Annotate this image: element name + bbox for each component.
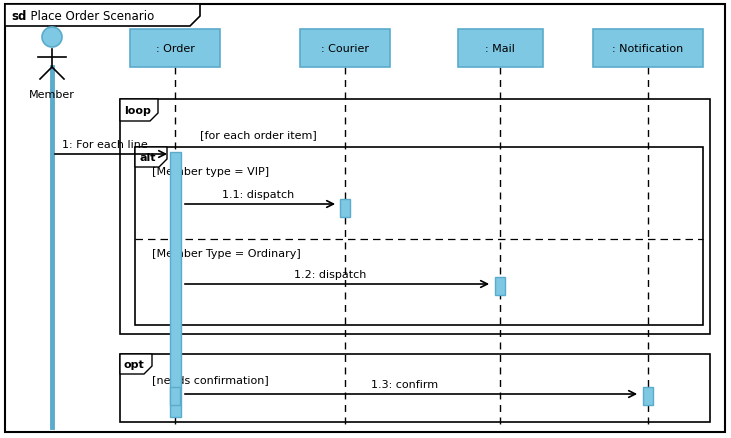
Text: alt: alt [139, 153, 156, 162]
Text: [for each order item]: [for each order item] [200, 130, 317, 140]
Text: loop: loop [124, 106, 151, 116]
Text: : Order: : Order [156, 44, 194, 54]
Bar [170, 153, 181, 417]
Text: : Notification: : Notification [613, 44, 683, 54]
Text: [needs confirmation]: [needs confirmation] [152, 374, 269, 384]
Bar [135, 148, 703, 325]
Text: Member: Member [29, 90, 75, 100]
Bar [495, 277, 505, 295]
Text: 1.1: dispatch: 1.1: dispatch [222, 190, 294, 200]
Bar [120, 354, 710, 422]
Text: : Courier: : Courier [321, 44, 369, 54]
Circle shape [42, 28, 62, 48]
Bar [300, 30, 390, 68]
Polygon shape [120, 354, 152, 374]
Polygon shape [5, 5, 200, 27]
Text: [Member type = VIP]: [Member type = VIP] [152, 166, 269, 177]
Polygon shape [120, 100, 158, 122]
Text: [Member Type = Ordinary]: [Member Type = Ordinary] [152, 248, 300, 258]
Bar [458, 30, 542, 68]
Text: 1.3: confirm: 1.3: confirm [371, 379, 439, 389]
Text: Place Order Scenario: Place Order Scenario [23, 10, 154, 22]
Bar [130, 30, 220, 68]
Text: sd: sd [11, 10, 26, 22]
Polygon shape [135, 148, 167, 168]
Text: 1.2: dispatch: 1.2: dispatch [294, 269, 366, 279]
Bar [170, 387, 180, 405]
Bar [120, 100, 710, 334]
Bar [340, 200, 350, 218]
Text: opt: opt [124, 359, 145, 369]
Bar [593, 30, 703, 68]
Text: 1: For each line: 1: For each line [62, 140, 148, 150]
Text: : Mail: : Mail [485, 44, 515, 54]
Bar [643, 387, 653, 405]
